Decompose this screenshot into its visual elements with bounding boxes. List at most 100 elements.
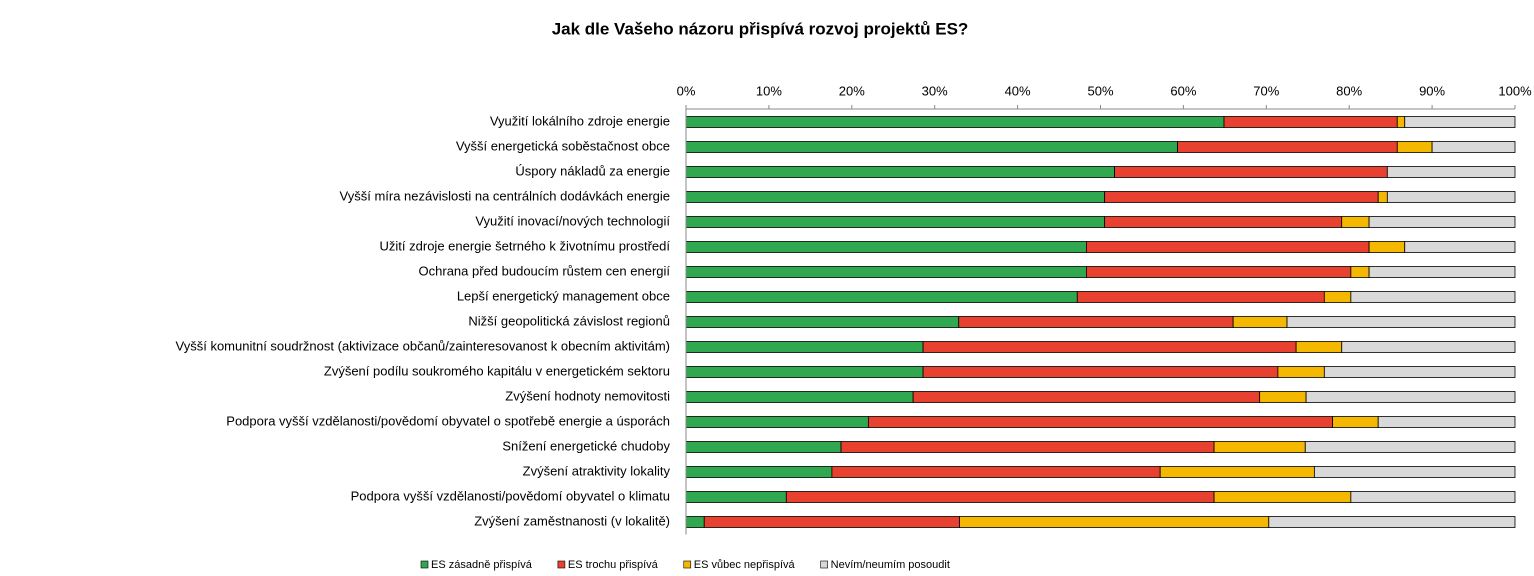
bar-segment [1213, 441, 1306, 453]
category-label: Ochrana před budoucím růstem cen energií [419, 263, 671, 278]
bar-segment [1104, 191, 1379, 203]
bar-segment [685, 416, 869, 428]
bar-segment [1232, 316, 1288, 328]
bar-segment [685, 441, 842, 453]
legend-swatch [420, 560, 429, 569]
x-tick-label: 80% [1336, 83, 1362, 98]
bar-segment [922, 366, 1279, 378]
bar-segment [958, 316, 1234, 328]
category-label: Podpora vyšší vzdělanosti/povědomí obyva… [351, 488, 670, 503]
bar-segment [1177, 141, 1398, 153]
bar-segment [1386, 191, 1516, 203]
category-label: Zvýšení atraktivity lokality [523, 463, 671, 478]
legend-text: ES vůbec nepřispívá [694, 559, 796, 571]
bar-segment [685, 116, 1225, 128]
category-label: Zvýšení zaměstnanosti (v lokalitě) [474, 513, 670, 528]
legend-swatch [557, 560, 566, 569]
legend-swatch [683, 560, 692, 569]
bar-segment [685, 266, 1087, 278]
bar-segment [1304, 441, 1516, 453]
bar-segment [685, 191, 1106, 203]
x-tick-label: 60% [1170, 83, 1196, 98]
bar-segment [1305, 391, 1516, 403]
bar-segment [1404, 241, 1516, 253]
bar-segment [867, 416, 1334, 428]
bar-segment [685, 216, 1106, 228]
category-label: Podpora vyšší vzdělanosti/povědomí obyva… [226, 413, 670, 428]
bar-segment [1086, 241, 1370, 253]
bar-segment [1323, 366, 1516, 378]
bar-segment [1076, 291, 1325, 303]
bar-segment [1350, 266, 1370, 278]
x-tick-label: 0% [677, 83, 696, 98]
bar-segment [1386, 166, 1516, 178]
bar-segment [1368, 216, 1516, 228]
bar-segment [685, 241, 1087, 253]
bar-segment [685, 391, 914, 403]
category-label: Vyšší komunitní soudržnost (aktivizace o… [176, 338, 670, 353]
bar-segment [1086, 266, 1352, 278]
bar-segment [1332, 416, 1379, 428]
bar-segment [1104, 216, 1343, 228]
category-label: Zvýšení podílu soukromého kapitálu v ene… [324, 363, 670, 378]
bar-segment [703, 516, 960, 528]
category-label: Využití inovací/nových technologií [475, 213, 670, 228]
bar-segment [785, 491, 1215, 503]
bar-segment [685, 466, 833, 478]
bar-segment [1286, 316, 1516, 328]
bar-segment [1268, 516, 1516, 528]
x-tick-label: 90% [1419, 83, 1445, 98]
x-tick-label: 10% [756, 83, 782, 98]
category-label: Využití lokálního zdroje energie [490, 113, 670, 128]
bar-segment [1295, 341, 1343, 353]
bar-segment [1259, 391, 1307, 403]
bar-segment [1323, 291, 1352, 303]
bar-segment [685, 516, 705, 528]
chart-title: Jak dle Vašeho názoru přispívá rozvoj pr… [552, 19, 969, 38]
bar-segment [1213, 491, 1352, 503]
legend-text: ES zásadně přispívá [431, 559, 533, 571]
bar-segment [1223, 116, 1398, 128]
bar-segment [685, 141, 1178, 153]
legend-text: ES trochu přispívá [568, 559, 659, 571]
x-tick-label: 30% [922, 83, 948, 98]
x-tick-label: 70% [1253, 83, 1279, 98]
bar-segment [1350, 491, 1516, 503]
x-tick-label: 40% [1005, 83, 1031, 98]
bar-segment [685, 166, 1115, 178]
legend-text: Nevím/neumím posoudit [831, 559, 950, 571]
bar-segment [1159, 466, 1315, 478]
bar-segment [1396, 141, 1433, 153]
bar-segment [685, 341, 924, 353]
category-label: Snížení energetické chudoby [502, 438, 670, 453]
bar-segment [840, 441, 1215, 453]
bar-segment [1368, 241, 1406, 253]
category-label: Užití zdroje energie šetrného k životním… [380, 238, 671, 253]
legend-swatch [820, 560, 828, 569]
bar-segment [685, 316, 960, 328]
bar-segment [1313, 466, 1516, 478]
bar-segment [1341, 216, 1370, 228]
category-label: Vyšší míra nezávislosti na centrálních d… [340, 188, 670, 203]
bar-segment [1431, 141, 1516, 153]
bar-segment [959, 516, 1270, 528]
bar-segment [1404, 116, 1516, 128]
bar-segment [685, 491, 787, 503]
x-tick-label: 100% [1498, 83, 1532, 98]
category-label: Úspory nákladů za energie [515, 163, 670, 178]
bar-segment [1341, 341, 1516, 353]
bar-segment [1350, 291, 1516, 303]
bar-segment [1396, 116, 1406, 128]
bar-segment [685, 291, 1078, 303]
category-label: Nižší geopolitická závislost regionů [468, 313, 670, 328]
x-tick-label: 50% [1087, 83, 1113, 98]
category-label: Vyšší energetická soběstačnost obce [456, 138, 670, 153]
category-label: Lepší energetický management obce [457, 288, 670, 303]
bar-segment [831, 466, 1161, 478]
category-label: Zvýšení hodnoty nemovitosti [505, 388, 670, 403]
bar-segment [685, 366, 924, 378]
bar-segment [1377, 191, 1388, 203]
bar-segment [1377, 416, 1516, 428]
